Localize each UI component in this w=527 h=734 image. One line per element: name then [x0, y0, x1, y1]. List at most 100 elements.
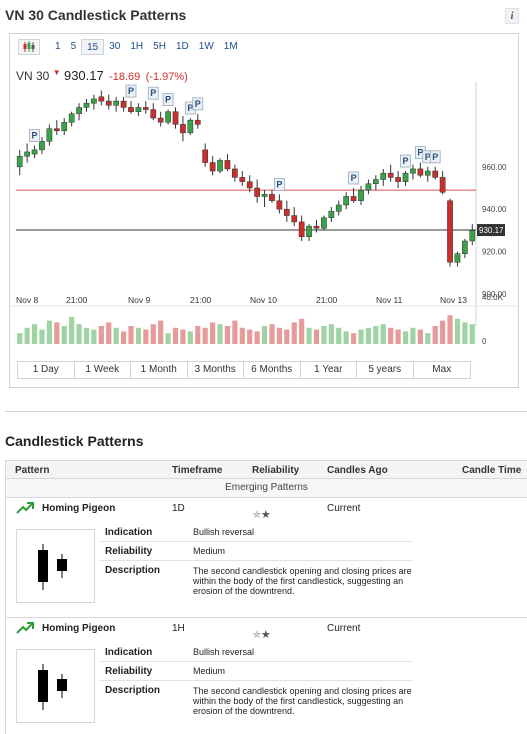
timeframe-1h[interactable]: 1H	[130, 41, 144, 52]
range-5-years[interactable]: 5 years	[357, 362, 414, 378]
candle-body	[113, 100, 120, 106]
volume-bar	[247, 329, 253, 344]
pattern-marker-label: P	[351, 173, 357, 183]
range-6-months[interactable]: 6 Months	[244, 362, 301, 378]
candle-body	[269, 194, 275, 201]
timeframe-5[interactable]: 5	[70, 41, 77, 52]
candle-body	[402, 172, 409, 182]
description-label: Description	[105, 685, 161, 696]
timeframe-1d[interactable]: 1D	[175, 41, 189, 52]
volume-bar	[61, 326, 67, 344]
candle-body	[232, 168, 238, 178]
col-pattern[interactable]: Pattern	[15, 465, 50, 476]
range-1-week[interactable]: 1 Week	[74, 362, 131, 378]
chart-panel: 1 5 15 30 1H 5H 1D 1W 1M VN 30 ▼ 930.17 …	[9, 33, 519, 388]
indication-label: Indication	[105, 647, 153, 658]
x-tick-label: 21:00	[316, 295, 338, 305]
candle-body	[39, 141, 45, 151]
pattern-marker-label: P	[195, 99, 201, 109]
pattern-timeframe: 1D	[172, 503, 185, 514]
volume-bar	[150, 324, 156, 344]
info-icon[interactable]: i	[505, 8, 519, 24]
y-tick-label: 940.00	[482, 205, 507, 214]
candle-body	[432, 170, 439, 178]
volume-bar	[24, 327, 30, 344]
pattern-row[interactable]: Homing Pigeon 1D ★★ ★ Current	[6, 498, 527, 521]
candle-body	[180, 124, 186, 134]
candle-body	[239, 177, 246, 182]
col-candle-time[interactable]: Candle Time	[462, 465, 522, 476]
candle-body	[157, 117, 164, 123]
volume-bar	[336, 327, 342, 344]
range-1-year[interactable]: 1 Year	[300, 362, 357, 378]
candle-body	[128, 107, 134, 112]
candlestick-icon[interactable]	[18, 39, 40, 55]
candle-body	[31, 149, 38, 155]
volume-bar	[402, 331, 409, 344]
timeframe-1m[interactable]: 1M	[223, 41, 238, 52]
reliability-value: Medium	[193, 666, 226, 676]
pattern-name[interactable]: Homing Pigeon	[42, 503, 116, 514]
volume-bar	[128, 326, 134, 344]
candle-body	[276, 200, 283, 210]
candle-body	[187, 119, 194, 134]
volume-tick-label: 40.0K	[482, 293, 504, 302]
section-divider	[5, 411, 527, 412]
candle-body	[462, 240, 468, 254]
timeframe-5h[interactable]: 5H	[153, 41, 166, 52]
range-selector: 1 Day 1 Week 1 Month 3 Months 6 Months 1…	[17, 361, 471, 379]
indication-label: Indication	[105, 527, 153, 538]
candle-body	[246, 181, 253, 189]
range-max[interactable]: Max	[413, 362, 470, 378]
pattern-row[interactable]: Homing Pigeon 1H ★★ ★ Current	[6, 618, 527, 641]
timeframe-30[interactable]: 30	[109, 41, 121, 52]
timeframe-1w[interactable]: 1W	[198, 41, 214, 52]
volume-bar	[276, 327, 282, 344]
pattern-name[interactable]: Homing Pigeon	[42, 623, 116, 634]
volume-bar	[135, 327, 142, 344]
description-label: Description	[105, 565, 161, 576]
candle-body	[150, 109, 157, 119]
volume-bar	[91, 329, 97, 344]
range-1-month[interactable]: 1 Month	[131, 362, 188, 378]
col-timeframe[interactable]: Timeframe	[172, 465, 223, 476]
pattern-marker	[429, 150, 441, 164]
delayed-marker-icon: ▼	[52, 68, 61, 77]
candle-body	[424, 170, 431, 176]
volume-bar	[195, 326, 201, 344]
candle-body	[387, 172, 394, 178]
x-tick-label: Nov 10	[250, 295, 277, 305]
candle-body	[291, 215, 298, 223]
candle-body	[343, 196, 350, 206]
candle-body	[172, 111, 179, 125]
candle-body	[380, 172, 387, 180]
volume-bar	[343, 331, 349, 344]
pattern-marker-label: P	[276, 179, 282, 189]
volume-bar	[454, 318, 461, 344]
volume-bar	[447, 315, 453, 344]
volume-bar	[217, 324, 223, 344]
col-candles-ago[interactable]: Candles Ago	[327, 465, 388, 476]
timeframe-1[interactable]: 1	[55, 41, 61, 52]
reliability-label: Reliability	[105, 546, 153, 557]
pattern-marker	[147, 86, 159, 100]
indication-value: Bullish reversal	[193, 647, 255, 657]
col-reliability[interactable]: Reliability	[252, 465, 300, 476]
volume-bar	[158, 320, 164, 344]
quote-line: VN 30 ▼ 930.17 -18.69 (-1.97%)	[16, 68, 188, 83]
candle-body	[46, 128, 53, 142]
range-1-day[interactable]: 1 Day	[18, 362, 75, 378]
timeframe-15[interactable]: 15	[81, 39, 105, 55]
pattern-marker	[162, 93, 174, 106]
volume-bar	[31, 324, 38, 344]
y-tick-label: 920.00	[482, 248, 507, 257]
volume-bar	[17, 333, 23, 344]
volume-bar	[39, 329, 45, 344]
range-3-months[interactable]: 3 Months	[187, 362, 244, 378]
candle-body	[76, 107, 82, 115]
candle-body	[165, 111, 171, 123]
pattern-marker	[192, 97, 204, 111]
volume-bar	[83, 327, 90, 344]
volume-bar	[380, 324, 386, 344]
